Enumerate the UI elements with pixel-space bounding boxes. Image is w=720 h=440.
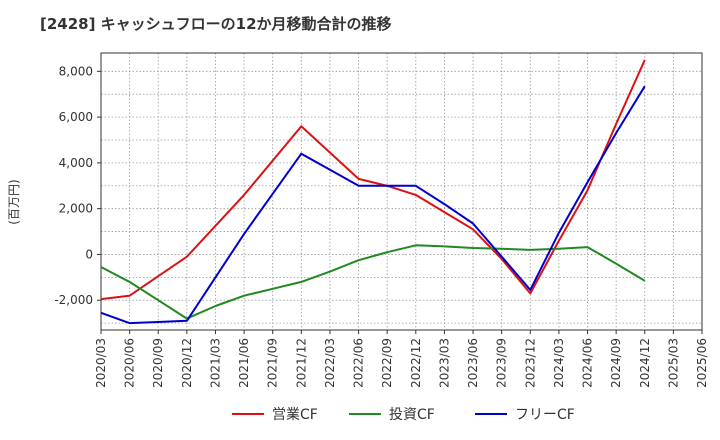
- series-lines: [100, 59, 646, 325]
- x-tick-label: 2023/09: [495, 338, 509, 388]
- y-tick-label: 2,000: [59, 202, 93, 216]
- y-tick-label: 6,000: [59, 110, 93, 124]
- x-tick-label: 2021/12: [294, 338, 308, 388]
- y-tick-label: -2,000: [54, 293, 93, 307]
- legend-label-0: 営業CF: [272, 407, 318, 423]
- x-tick-label: 2023/06: [466, 338, 480, 388]
- x-tick-label: 2020/06: [123, 338, 137, 388]
- series-line-0: [100, 59, 646, 301]
- x-tick-label: 2021/09: [266, 338, 280, 388]
- x-tick-label: 2024/03: [552, 338, 566, 388]
- x-tick-label: 2022/06: [352, 338, 366, 388]
- series-line-1: [100, 244, 646, 320]
- x-tick-label: 2025/06: [695, 338, 709, 388]
- x-tick-label: 2022/03: [323, 338, 337, 388]
- x-tick-label: 2021/06: [237, 338, 251, 388]
- axes: -2,000 0 2,000 4,000 6,000 8,000 2020/03 2020/0…: [54, 52, 709, 388]
- x-tick-label: 2020/12: [180, 338, 194, 388]
- y-tick-label: 8,000: [59, 64, 93, 78]
- legend-label-2: フリーCF: [515, 407, 575, 423]
- series-line-2: [100, 85, 646, 325]
- plot-frame: [100, 52, 703, 331]
- y-axis-label: (百万円): [7, 179, 21, 224]
- legend-label-1: 投資CF: [389, 407, 435, 423]
- x-tick-label: 2020/09: [151, 338, 165, 388]
- grid: [100, 53, 703, 330]
- x-tick-label: 2025/03: [666, 338, 680, 388]
- x-tick-label: 2024/06: [581, 338, 595, 388]
- x-tick-label: 2022/09: [380, 338, 394, 388]
- x-tick-label: 2023/12: [523, 338, 537, 388]
- x-tick-label: 2023/03: [437, 338, 451, 388]
- x-tick-label: 2020/03: [94, 338, 108, 388]
- y-tick-label: 4,000: [59, 156, 93, 170]
- y-tick-label: 0: [85, 247, 93, 261]
- x-tick-label: 2024/12: [638, 338, 652, 388]
- chart-title: [2428] キャッシュフローの12か月移動合計の推移: [40, 15, 392, 33]
- legend: 営業CF 投資CF フリーCF: [232, 407, 575, 423]
- x-tick-label: 2022/12: [409, 338, 423, 388]
- x-tick-label: 2024/09: [609, 338, 623, 388]
- x-tick-label: 2021/03: [208, 338, 222, 388]
